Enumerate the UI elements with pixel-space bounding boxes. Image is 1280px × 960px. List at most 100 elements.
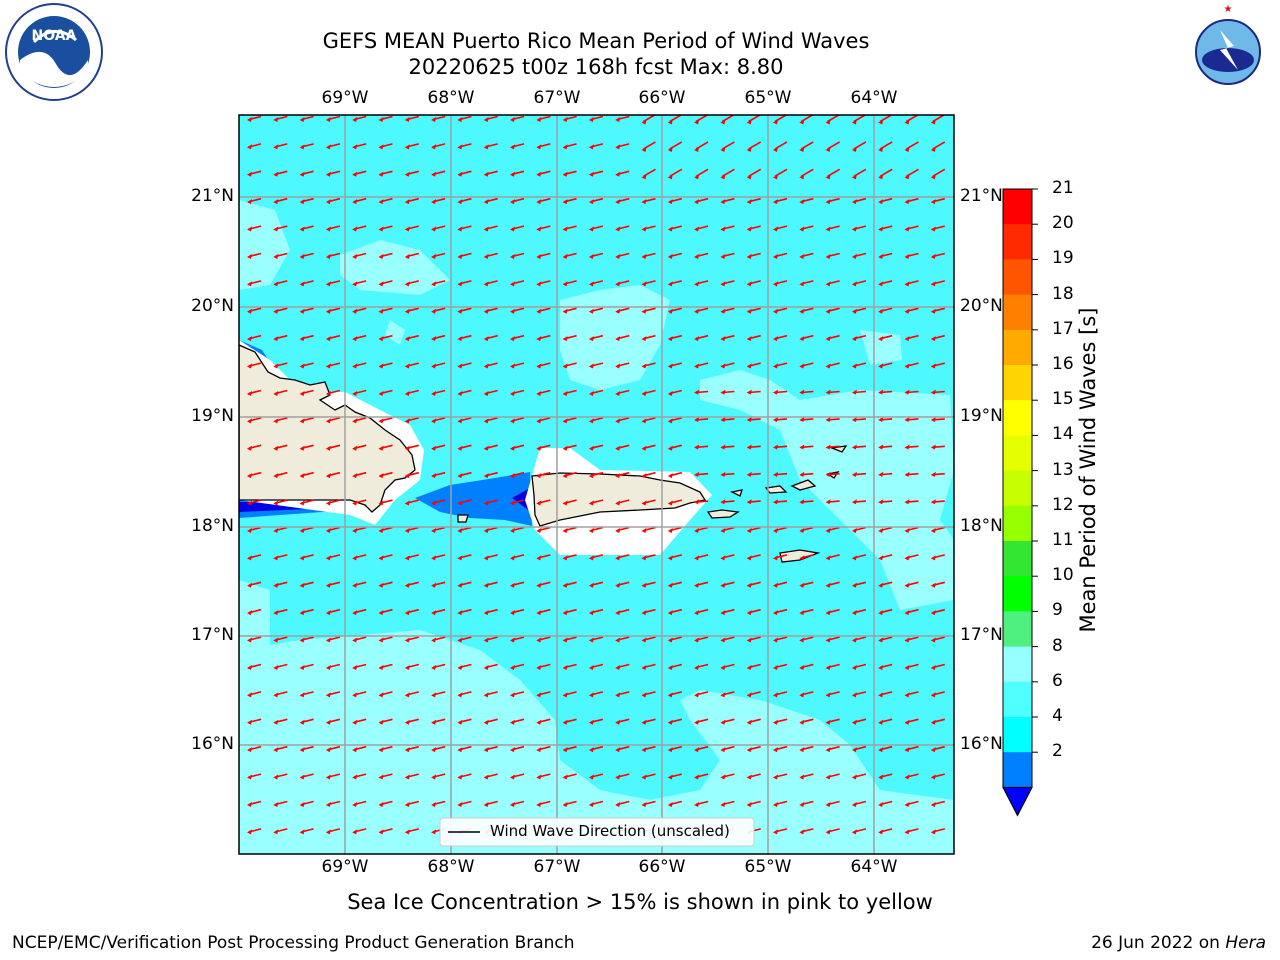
wind-wave-arrow xyxy=(746,663,761,670)
wind-wave-arrow xyxy=(930,280,945,287)
wind-wave-arrow xyxy=(799,444,814,450)
wind-wave-arrow xyxy=(904,141,919,152)
wind-wave-arrow xyxy=(667,608,682,616)
wind-wave-arrow xyxy=(483,663,498,670)
wind-wave-arrow xyxy=(851,663,867,670)
wind-wave-arrow xyxy=(562,800,577,807)
wind-wave-arrow xyxy=(799,745,814,753)
wind-wave-arrow xyxy=(536,608,551,616)
wind-wave-arrow xyxy=(667,389,682,396)
wind-wave-arrow xyxy=(641,417,656,424)
wind-wave-arrow xyxy=(667,307,682,314)
wind-wave-arrow xyxy=(536,663,551,670)
wind-wave-arrow xyxy=(904,417,919,423)
wind-wave-arrow xyxy=(615,417,630,424)
wind-wave-arrow xyxy=(799,554,814,561)
wind-wave-arrow xyxy=(641,554,656,561)
wind-wave-arrow xyxy=(641,471,656,479)
wind-wave-arrow xyxy=(536,197,551,205)
wind-wave-arrow xyxy=(510,526,525,533)
wind-wave-arrow xyxy=(431,499,446,506)
wind-wave-arrow xyxy=(510,170,525,177)
wind-wave-arrow xyxy=(404,636,419,643)
wind-wave-arrow xyxy=(930,141,946,152)
wind-wave-arrow xyxy=(746,718,761,725)
mona-island xyxy=(457,514,469,523)
wind-wave-arrow xyxy=(825,800,840,807)
wind-wave-arrow xyxy=(299,499,314,506)
wind-wave-arrow xyxy=(510,663,525,670)
wind-wave-arrow xyxy=(273,252,288,259)
wind-wave-arrow xyxy=(378,389,393,396)
wind-wave-arrow xyxy=(299,554,314,561)
wind-wave-arrow xyxy=(667,691,682,698)
wind-wave-arrow xyxy=(641,636,656,643)
wind-wave-arrow xyxy=(378,636,393,643)
wind-wave-arrow xyxy=(641,745,656,753)
wind-wave-arrow xyxy=(562,471,577,479)
wind-wave-arrow xyxy=(483,718,498,725)
wind-wave-arrow xyxy=(904,471,919,477)
wind-wave-arrow xyxy=(325,718,341,725)
wind-wave-arrow xyxy=(404,554,419,561)
wind-wave-arrow xyxy=(273,444,288,451)
wind-wave-arrow xyxy=(799,334,814,342)
wind-wave-arrow xyxy=(510,417,525,424)
wind-wave-arrow xyxy=(404,307,419,314)
wind-wave-arrow xyxy=(247,608,262,616)
wind-wave-arrow xyxy=(273,773,288,780)
wind-wave-arrow xyxy=(247,444,262,451)
wind-wave-arrow xyxy=(404,718,419,725)
wind-wave-arrow xyxy=(431,444,446,451)
colorbar-outline xyxy=(1002,188,1033,817)
wind-wave-arrow xyxy=(615,471,630,479)
wind-wave-arrow xyxy=(536,252,551,259)
wind-wave-arrow xyxy=(746,444,761,450)
wind-wave-arrow xyxy=(746,581,761,588)
wind-wave-arrow xyxy=(352,170,367,177)
wind-wave-arrow xyxy=(536,417,551,424)
wind-wave-arrow xyxy=(720,526,735,533)
wind-wave-arrow xyxy=(851,773,867,780)
wind-wave-arrow xyxy=(536,143,551,150)
wind-wave-arrow xyxy=(273,115,288,122)
wind-wave-arrow xyxy=(746,554,761,561)
wind-wave-arrow xyxy=(247,389,262,396)
wind-wave-arrow xyxy=(694,718,709,725)
wind-wave-arrow xyxy=(325,828,341,835)
wind-wave-arrow xyxy=(536,718,551,725)
wind-wave-arrow xyxy=(694,141,709,152)
wind-wave-arrow xyxy=(641,362,656,369)
map-frame xyxy=(238,114,955,855)
wind-wave-arrow xyxy=(825,608,840,616)
wind-wave-arrow xyxy=(746,334,761,342)
wind-wave-arrow xyxy=(694,745,709,753)
wind-wave-arrow xyxy=(457,197,472,205)
wind-wave-arrow xyxy=(588,143,604,150)
wind-wave-arrow xyxy=(773,280,788,287)
wind-wave-arrow xyxy=(694,252,709,259)
wind-wave-arrow xyxy=(746,307,761,314)
wind-wave-arrow xyxy=(773,225,788,232)
wind-wave-arrow xyxy=(273,334,288,342)
wind-wave-arrow xyxy=(510,636,525,643)
wind-wave-arrow xyxy=(483,252,498,259)
wind-wave-arrow xyxy=(378,417,393,424)
wind-wave-arrow xyxy=(247,636,262,643)
wind-wave-arrow xyxy=(930,718,945,725)
wind-wave-arrow xyxy=(615,636,630,643)
wind-wave-arrow xyxy=(562,526,577,533)
wind-wave-arrow xyxy=(536,307,551,314)
map-field xyxy=(239,115,954,854)
wind-wave-arrow xyxy=(431,307,446,314)
wind-wave-arrow xyxy=(615,581,630,588)
wind-wave-arrow xyxy=(694,280,709,287)
wind-wave-arrow xyxy=(325,252,341,259)
lon-label-bottom: 65°W xyxy=(744,857,792,877)
wind-wave-arrow xyxy=(431,773,446,780)
wind-wave-arrow xyxy=(536,773,551,780)
lon-label-bottom: 66°W xyxy=(638,857,686,877)
wind-wave-arrows xyxy=(247,115,946,835)
wind-wave-arrow xyxy=(667,168,683,180)
wind-wave-arrow xyxy=(536,444,551,451)
